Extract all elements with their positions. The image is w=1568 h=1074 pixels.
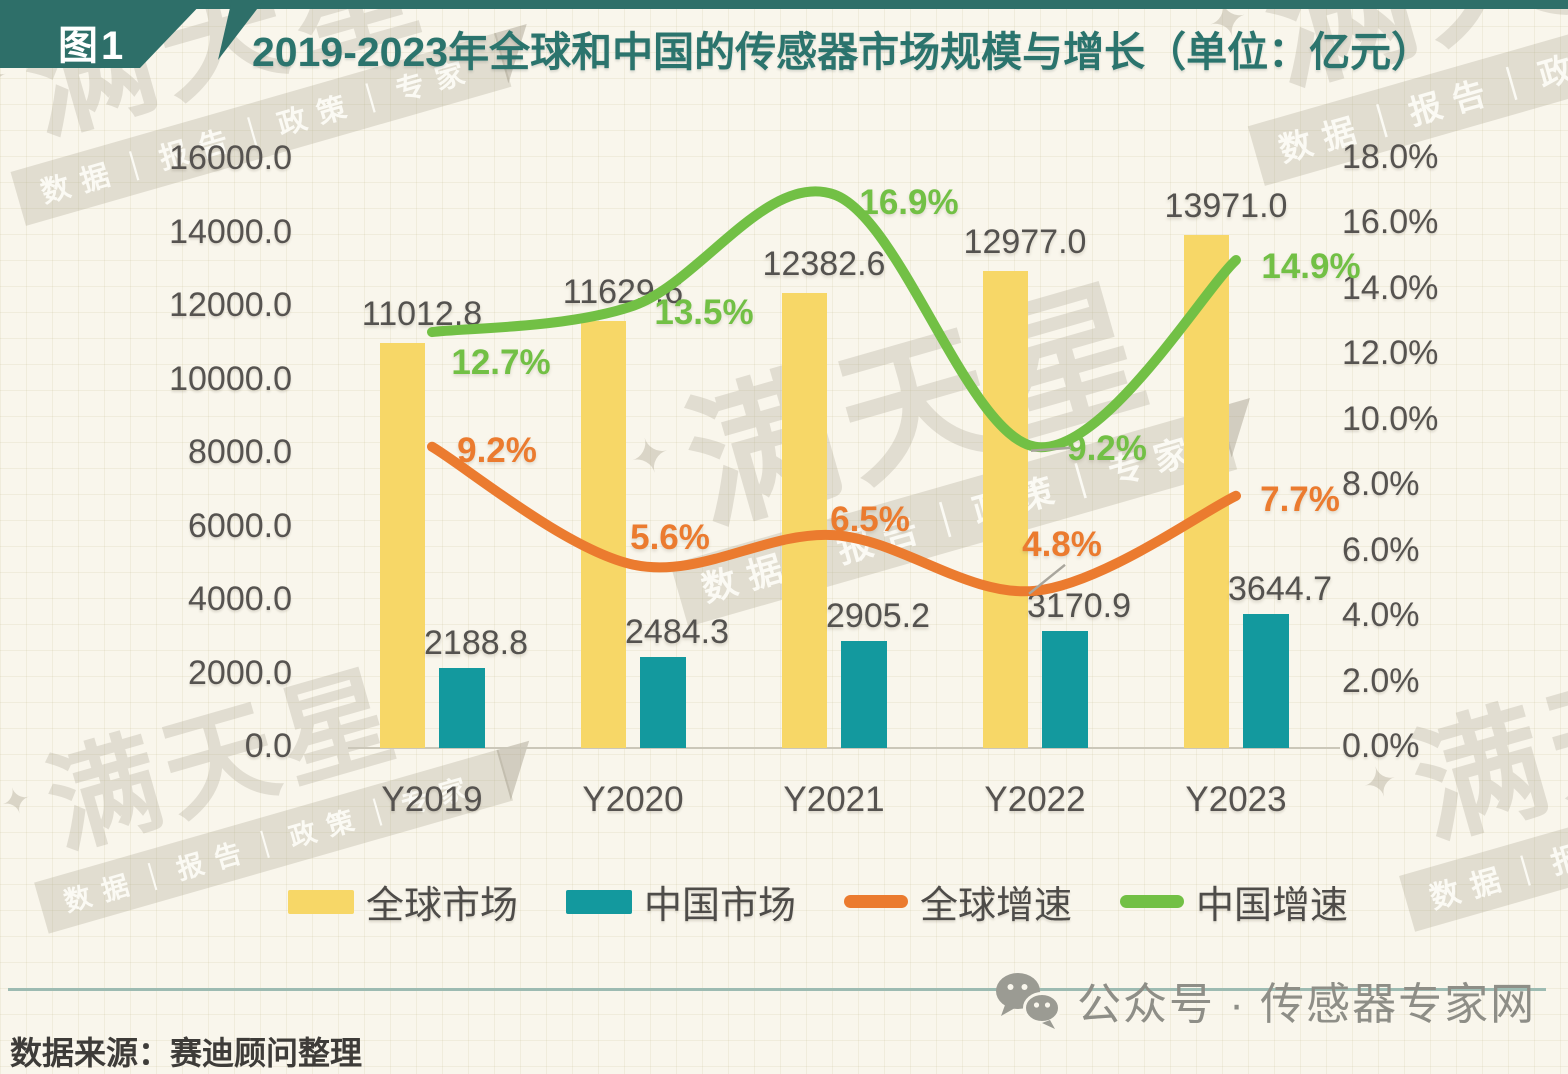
growth-label-china: 14.9%: [1261, 247, 1361, 287]
wechat-label: 公众号 · 传感器专家网: [1077, 980, 1537, 1029]
legend-label: 中国市场: [644, 885, 797, 927]
left-axis-tick: 0.0: [244, 727, 292, 765]
bar-china-market: [439, 667, 485, 748]
left-axis-tick: 6000.0: [188, 506, 292, 545]
left-axis-tick: 4000.0: [188, 580, 292, 618]
legend-item-global-growth: 全球增速: [844, 874, 1072, 929]
footer-divider: [8, 988, 1546, 991]
bar-china-market: [640, 656, 686, 748]
legend: 全球市场 中国市场 全球增速 中国增速: [288, 874, 1348, 929]
bar-china-market: [1243, 614, 1289, 748]
right-axis-tick: 0.0%: [1342, 727, 1420, 765]
legend-item-china-market: 中国市场: [566, 874, 796, 929]
bar-value-label-global: 12382.6: [762, 244, 886, 283]
wechat-icon: [996, 973, 1061, 1029]
figure-tag: 图1: [58, 24, 127, 68]
right-axis-tick: 18.0%: [1342, 137, 1439, 176]
growth-label-global: 7.7%: [1260, 479, 1340, 519]
bar-value-label-china: 2905.2: [826, 597, 930, 636]
bar-value-label-global: 13971.0: [1164, 186, 1288, 225]
legend-label: 中国增速: [1196, 885, 1349, 927]
bar-value-label-china: 3644.7: [1228, 570, 1332, 609]
bar-global-market: [983, 271, 1028, 748]
left-axis-tick: 2000.0: [188, 653, 292, 692]
left-axis-tick: 8000.0: [188, 433, 292, 471]
china-growth-line: [427, 186, 1241, 452]
header-strip: [0, 0, 1568, 9]
left-axis-tick: 16000.0: [169, 139, 292, 177]
legend-swatch-global-growth: [844, 895, 909, 908]
growth-label-global: 9.2%: [457, 430, 537, 470]
right-axis-tick: 12.0%: [1342, 334, 1439, 372]
growth-label-china: 12.7%: [451, 343, 551, 383]
right-axis-tick: 4.0%: [1342, 596, 1420, 634]
x-axis-label: Y2022: [984, 780, 1086, 819]
chart-title: 2019-2023年全球和中国的传感器市场规模与增长（单位：亿元）: [252, 29, 1433, 75]
left-axis-tick: 10000.0: [169, 359, 292, 398]
source-note: 数据来源：赛迪顾问整理: [10, 1035, 363, 1071]
global-growth-line: [427, 441, 1241, 597]
growth-label-global: 5.6%: [630, 517, 710, 557]
legend-swatch-global-market: [288, 889, 354, 914]
bar-value-label-global: 12977.0: [963, 223, 1087, 262]
x-axis-label: Y2021: [783, 780, 885, 819]
legend-item-china-growth: 中国增速: [1120, 874, 1348, 929]
leader-line-china: [1030, 446, 1072, 452]
bar-global-market: [380, 343, 425, 748]
bar-global-market: [782, 292, 827, 748]
growth-label-china: 13.5%: [654, 292, 754, 332]
legend-swatch-china-market: [566, 889, 633, 914]
legend-label: 全球增速: [920, 885, 1073, 927]
legend-swatch-china-growth: [1120, 895, 1185, 908]
wechat-account: 公众号 · 传感器专家网: [993, 968, 1536, 1032]
bar-value-label-china: 2188.8: [424, 623, 528, 662]
bar-value-label-china: 2484.3: [625, 612, 729, 651]
right-axis-tick: 10.0%: [1342, 399, 1439, 438]
left-axis-tick: 12000.0: [169, 286, 292, 324]
right-axis-tick: 14.0%: [1342, 268, 1439, 307]
bar-china-market: [1042, 631, 1088, 748]
right-axis-tick: 6.0%: [1342, 530, 1420, 569]
growth-label-global: 4.8%: [1022, 524, 1102, 564]
growth-label-china: 16.9%: [859, 182, 959, 222]
x-axis-label: Y2019: [381, 780, 483, 819]
bar-global-market: [581, 320, 626, 748]
x-axis-label: Y2020: [582, 780, 684, 819]
right-axis-tick: 2.0%: [1342, 661, 1420, 700]
leader-line-global: [1028, 563, 1066, 595]
x-axis-label: Y2023: [1185, 780, 1287, 819]
right-axis-tick: 8.0%: [1342, 465, 1420, 503]
x-axis-line: [348, 747, 1340, 749]
legend-item-global-market: 全球市场: [288, 874, 518, 929]
legend-label: 全球市场: [366, 885, 519, 927]
bar-china-market: [841, 641, 887, 748]
left-axis-tick: 14000.0: [169, 212, 292, 251]
right-axis-tick: 16.0%: [1342, 203, 1439, 241]
